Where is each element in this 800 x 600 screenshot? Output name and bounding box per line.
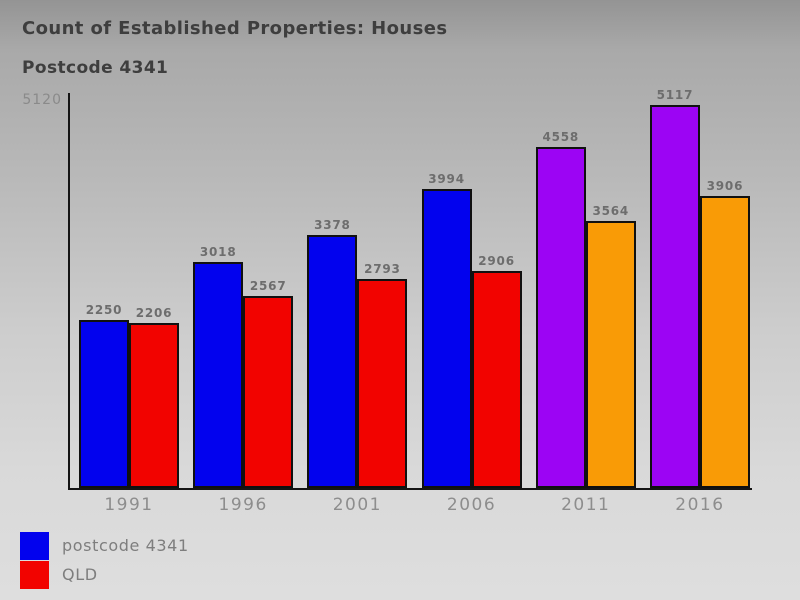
bar-value-label: 2906 bbox=[478, 254, 515, 268]
x-axis-tick-label: 1996 bbox=[218, 495, 268, 515]
bar-wrap: 3378 bbox=[307, 218, 358, 488]
bar-group-2001: 3378 2793 2001 bbox=[307, 105, 408, 515]
bar-postcode-4341-2006 bbox=[421, 189, 472, 488]
bar-group-2011: 4558 3564 2011 bbox=[535, 105, 636, 515]
bar-QLD-1991 bbox=[129, 323, 179, 488]
bar-postcode-4341-1991 bbox=[79, 320, 129, 488]
bar-wrap: 4558 bbox=[535, 130, 586, 488]
bar-value-label: 5117 bbox=[656, 88, 694, 102]
x-axis-tick-label: 2006 bbox=[446, 495, 497, 515]
bar-value-label: 3564 bbox=[592, 204, 630, 218]
bar-value-label: 2567 bbox=[249, 279, 287, 293]
bar-value-label: 2250 bbox=[85, 303, 123, 317]
bar-group-2016: 5117 3906 2016 bbox=[649, 88, 750, 515]
bar-value-label: 4558 bbox=[542, 130, 580, 144]
legend-swatch-icon bbox=[20, 531, 49, 560]
x-axis-tick-label: 1991 bbox=[104, 495, 154, 515]
bar-wrap: 3906 bbox=[699, 179, 750, 488]
x-axis-tick-label: 2011 bbox=[561, 495, 611, 515]
bar-value-label: 3378 bbox=[314, 218, 351, 232]
plot-frame: 2250 2206 1991 3018 2567 1996 3378 2793 2001 3994… bbox=[68, 88, 752, 515]
bar-postcode-4341-2011 bbox=[535, 147, 586, 488]
bar-QLD-2006 bbox=[471, 271, 522, 488]
bar-wrap: 3994 bbox=[421, 172, 472, 488]
bar-value-label: 3906 bbox=[706, 179, 744, 193]
bar-wrap: 2567 bbox=[243, 279, 294, 488]
legend-row: QLD bbox=[20, 560, 189, 589]
bar-value-label: 2206 bbox=[135, 306, 173, 320]
bar-QLD-1996 bbox=[243, 296, 294, 488]
chart-subtitle: Postcode 4341 bbox=[22, 58, 169, 78]
bar-wrap: 2906 bbox=[471, 254, 522, 488]
bar-wrap: 2250 bbox=[79, 303, 129, 488]
legend: postcode 4341 QLD bbox=[20, 531, 189, 589]
bar-wrap: 2206 bbox=[129, 306, 179, 488]
bar-wrap: 3018 bbox=[193, 245, 244, 488]
bar-wrap: 2793 bbox=[357, 262, 408, 488]
bar-postcode-4341-1996 bbox=[193, 262, 244, 488]
bar-postcode-4341-2016 bbox=[649, 105, 700, 488]
bar-postcode-4341-2001 bbox=[307, 235, 358, 488]
chart-title: Count of Established Properties: Houses bbox=[22, 18, 448, 39]
legend-swatch-icon bbox=[20, 560, 49, 589]
x-axis-tick-label: 2001 bbox=[332, 495, 382, 515]
bar-QLD-2001 bbox=[357, 279, 408, 488]
bar-value-label: 3018 bbox=[199, 245, 237, 259]
bar-group-1996: 3018 2567 1996 bbox=[193, 105, 294, 515]
bar-value-label: 2793 bbox=[364, 262, 401, 276]
legend-label: QLD bbox=[62, 565, 98, 584]
bar-value-label: 3994 bbox=[428, 172, 465, 186]
bar-QLD-2016 bbox=[699, 196, 750, 488]
plot-area: 2250 2206 1991 3018 2567 1996 3378 2793 2001 3994… bbox=[79, 88, 750, 515]
x-axis-tick-label: 2016 bbox=[675, 495, 725, 515]
bar-group-2006: 3994 2906 2006 bbox=[421, 105, 522, 515]
y-axis-max-label: 5120 bbox=[22, 92, 62, 108]
bar-wrap: 5117 bbox=[649, 88, 700, 488]
legend-label: postcode 4341 bbox=[62, 536, 189, 555]
legend-row: postcode 4341 bbox=[20, 531, 189, 560]
bar-wrap: 3564 bbox=[585, 204, 636, 488]
bar-group-1991: 2250 2206 1991 bbox=[79, 105, 179, 515]
bar-QLD-2011 bbox=[585, 221, 636, 488]
